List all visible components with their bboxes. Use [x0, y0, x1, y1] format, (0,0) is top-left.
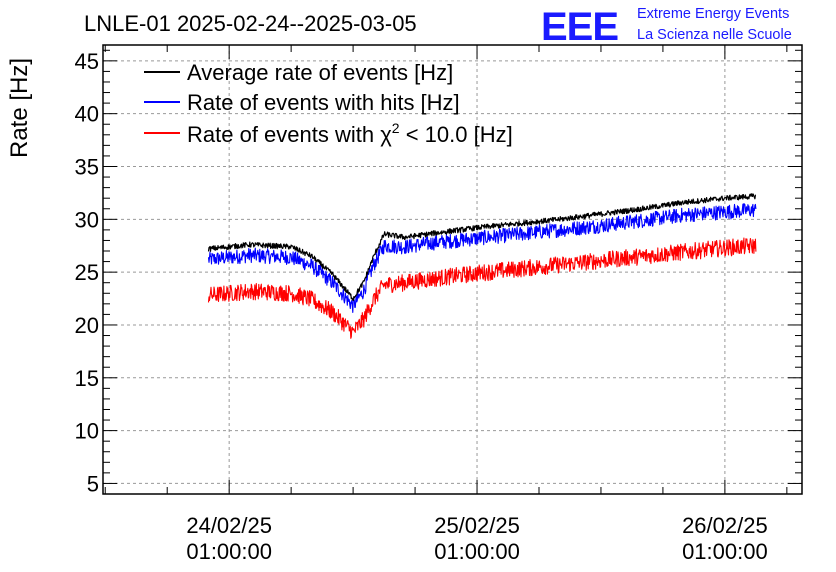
y-axis-title: Rate [Hz] [6, 58, 33, 158]
x-tick-label-date: 24/02/25 [186, 513, 272, 538]
hits-rate-series-line [207, 203, 757, 313]
legend-label-chi2-symbol: χ [380, 122, 392, 147]
y-tick-label: 45 [75, 49, 99, 74]
legend-label-chi2-superscript: 2 [392, 120, 400, 136]
chi2-rate-series-line [207, 237, 757, 339]
x-tick-label-time: 01:00:00 [186, 539, 272, 564]
eee-logo-line2: La Scienza nelle Scuole [637, 27, 792, 43]
legend: Average rate of events [Hz] Rate of even… [144, 60, 513, 147]
y-tick-label: 20 [75, 313, 99, 338]
y-tick-label: 5 [87, 471, 99, 496]
y-tick-label: 10 [75, 419, 99, 444]
x-tick-label-date: 26/02/25 [682, 513, 768, 538]
y-tick-label: 30 [75, 207, 99, 232]
x-tick-labels: 24/02/2501:00:0025/02/2501:00:0026/02/25… [186, 513, 767, 564]
legend-label-chi2-prefix: Rate of events with [187, 122, 380, 147]
legend-label-hits: Rate of events with hits [Hz] [187, 90, 460, 115]
x-tick-label-date: 25/02/25 [434, 513, 520, 538]
legend-label-chi2-suffix: < 10.0 [Hz] [400, 122, 513, 147]
chart-title: LNLE-01 2025-02-24--2025-03-05 [84, 11, 417, 36]
y-tick-label: 40 [75, 102, 99, 127]
y-tick-label: 25 [75, 260, 99, 285]
y-tick-label: 15 [75, 366, 99, 391]
x-tick-label-time: 01:00:00 [682, 539, 768, 564]
axis-ticks [103, 45, 802, 495]
series-lines [207, 193, 757, 339]
eee-logo-line1: Extreme Energy Events [637, 6, 789, 22]
legend-label-chi2: Rate of events with χ2 < 10.0 [Hz] [187, 120, 513, 147]
y-tick-labels: 5 10 15 20 25 30 35 40 45 [75, 49, 99, 497]
x-tick-label-time: 01:00:00 [434, 539, 520, 564]
legend-label-average: Average rate of events [Hz] [187, 60, 453, 85]
eee-logo: EEE Extreme Energy Events La Scienza nel… [541, 5, 792, 49]
plot-frame [102, 44, 803, 495]
y-tick-label: 35 [75, 154, 99, 179]
average-rate-series-line [207, 193, 756, 301]
eee-logo-mark: EEE [541, 5, 618, 49]
